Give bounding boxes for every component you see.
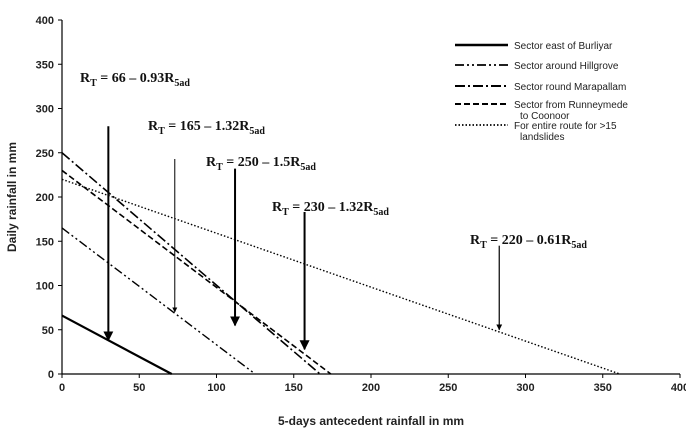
equation-symbol: R xyxy=(470,233,481,248)
equation-formula: = 165 – 1.32R xyxy=(165,119,250,134)
axes xyxy=(58,19,681,378)
equation-subscript: T xyxy=(480,240,487,251)
legend: Sector east of Burliyar Sector around Hil… xyxy=(455,41,628,143)
x-tick-label: 100 xyxy=(207,382,225,394)
x-tick-label: 0 xyxy=(59,382,65,394)
equation-label-2: RT = 165 – 1.32R5ad xyxy=(148,119,265,137)
series-lines xyxy=(61,152,620,375)
equation-subscript: T xyxy=(282,207,289,218)
y-tick-label: 50 xyxy=(42,325,54,337)
series-line-1 xyxy=(61,314,173,375)
y-tick-label: 300 xyxy=(36,104,54,116)
y-tick-label: 400 xyxy=(36,15,54,27)
equation-symbol: R xyxy=(80,71,91,86)
equation-formula: = 230 – 1.32R xyxy=(289,200,374,215)
series-line-4 xyxy=(61,169,332,375)
x-tick-label: 300 xyxy=(516,382,534,394)
legend-entry-1: Sector east of Burliyar xyxy=(514,41,613,52)
legend-entry-3: Sector round Marapallam xyxy=(514,82,626,93)
equation-label-3: RT = 250 – 1.5R5ad xyxy=(206,155,316,173)
x-axis-title: 5-days antecedent rainfall in mm xyxy=(278,414,464,428)
equation-subscript: 5ad xyxy=(373,207,389,218)
x-tick-label: 150 xyxy=(285,382,303,394)
y-tick-label: 0 xyxy=(48,369,54,381)
legend-entry-line: Sector from Runneymede xyxy=(514,100,628,111)
series-line-3 xyxy=(61,152,321,375)
legend-entry-line: Sector east of Burliyar xyxy=(514,41,613,52)
x-tick-label: 50 xyxy=(133,382,145,394)
series-line-5 xyxy=(61,178,620,375)
legend-entry-line: Sector round Marapallam xyxy=(514,82,626,93)
x-tick-label: 200 xyxy=(362,382,380,394)
legend-entry-line: Sector around Hillgrove xyxy=(514,61,619,72)
legend-entry-line: landslides xyxy=(520,132,564,143)
equation-label-5: RT = 220 – 0.61R5ad xyxy=(470,233,587,251)
equation-symbol: R xyxy=(148,119,159,134)
equation-formula: = 220 – 0.61R xyxy=(487,233,572,248)
equation-subscript: 5ad xyxy=(571,240,587,251)
equation-label-4: RT = 230 – 1.32R5ad xyxy=(272,200,389,218)
x-tick-label: 350 xyxy=(594,382,612,394)
legend-entry-2: Sector around Hillgrove xyxy=(514,61,619,72)
y-tick-label: 250 xyxy=(36,148,54,160)
equation-formula: = 66 – 0.93R xyxy=(97,71,175,86)
equation-formula: = 250 – 1.5R xyxy=(223,155,301,170)
y-tick-label: 350 xyxy=(36,59,54,71)
x-tick-label: 250 xyxy=(439,382,457,394)
y-tick-label: 100 xyxy=(36,281,54,293)
equation-subscript: T xyxy=(158,126,165,137)
equation-subscript: 5ad xyxy=(249,126,265,137)
equation-subscript: 5ad xyxy=(300,162,316,173)
y-tick-label: 150 xyxy=(36,236,54,248)
equation-subscript: 5ad xyxy=(174,78,190,89)
legend-entry-line: For entire route for >15 xyxy=(514,121,617,132)
y-tick-label: 200 xyxy=(36,192,54,204)
equation-symbol: R xyxy=(206,155,217,170)
legend-entry-5: For entire route for >15 landslides xyxy=(514,121,617,143)
equation-symbol: R xyxy=(272,200,283,215)
x-tick-label: 400 xyxy=(671,382,686,394)
annotation-arrows xyxy=(103,126,503,351)
equation-label-1: RT = 66 – 0.93R5ad xyxy=(80,71,190,89)
legend-entry-4: Sector from Runneymede to Coonoor xyxy=(514,100,628,122)
series-line-2 xyxy=(61,227,256,375)
equation-subscript: T xyxy=(90,78,97,89)
equation-subscript: T xyxy=(216,162,223,173)
legend-entry-line: to Coonoor xyxy=(520,111,570,122)
y-axis-title: Daily rainfall in mm xyxy=(5,142,19,252)
tick-labels: 0 50 100 150 200 250 300 350 400 0 50 100 150 200 250 3… xyxy=(36,15,686,394)
